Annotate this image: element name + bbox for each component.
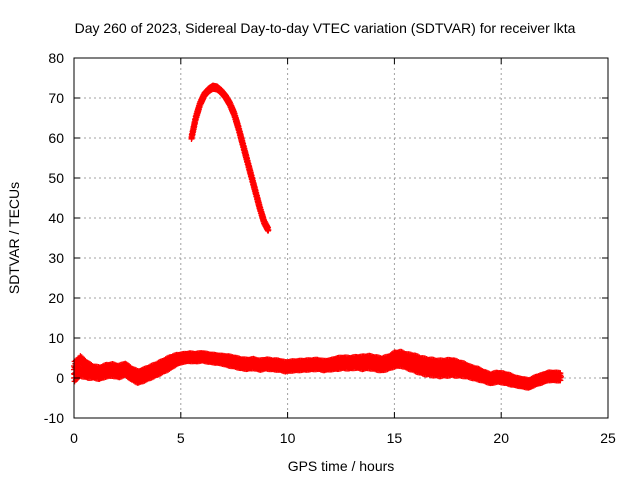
- y-tick-labels: -10 0 10 20 30 40 50 60 70 80: [44, 50, 64, 426]
- y-axis-title: SDTVAR / TECUs: [6, 182, 22, 294]
- y-tick-label: 50: [48, 170, 64, 186]
- data-marks: [71, 82, 565, 391]
- y-tick-label: 60: [48, 130, 64, 146]
- x-tick-label: 10: [280, 430, 296, 446]
- x-tick-label: 15: [387, 430, 403, 446]
- y-tick-label: 80: [48, 50, 64, 66]
- y-tick-label: 70: [48, 90, 64, 106]
- x-tick-label: 5: [177, 430, 185, 446]
- x-tick-label: 0: [70, 430, 78, 446]
- y-tick-label: 0: [56, 370, 64, 386]
- x-tick-label: 25: [600, 430, 616, 446]
- x-tick-labels: 0 5 10 15 20 25: [70, 430, 616, 446]
- x-axis-title: GPS time / hours: [288, 458, 395, 474]
- y-tick-label: 30: [48, 250, 64, 266]
- y-tick-label: 20: [48, 290, 64, 306]
- chart-title: Day 260 of 2023, Sidereal Day-to-day VTE…: [75, 20, 576, 36]
- y-tick-label: 10: [48, 330, 64, 346]
- y-tick-label: 40: [48, 210, 64, 226]
- x-tick-label: 20: [493, 430, 509, 446]
- y-tick-label: -10: [44, 410, 64, 426]
